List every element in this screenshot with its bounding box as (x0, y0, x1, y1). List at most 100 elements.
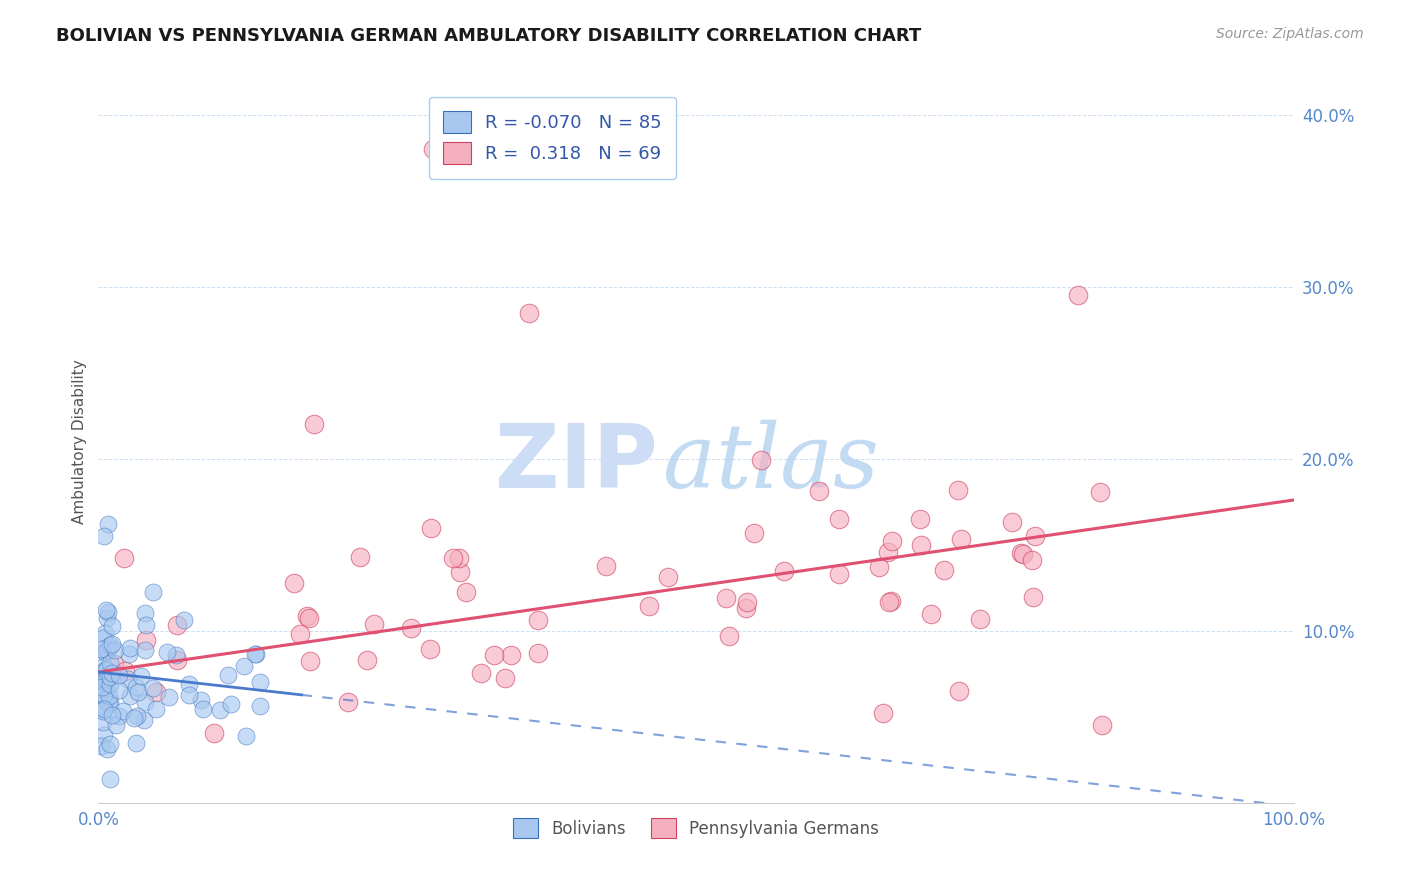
Point (595, 558, 617, 573)
Point (129, 669, 152, 683)
Point (98, 640, 121, 655)
Point (134, 643, 156, 657)
Point (94, 673, 117, 687)
Point (94, 602, 117, 616)
Point (145, 702, 167, 716)
Point (298, 611, 321, 625)
Point (104, 718, 127, 732)
Point (93, 688, 115, 702)
Point (876, 545, 898, 559)
Legend: Bolivians, Pennsylvania Germans: Bolivians, Pennsylvania Germans (506, 812, 886, 845)
Point (749, 453, 772, 467)
Point (127, 684, 149, 698)
Point (828, 512, 851, 526)
Point (173, 613, 195, 627)
Point (96, 693, 118, 707)
Point (156, 645, 179, 659)
Point (1021, 553, 1043, 567)
Point (94, 625, 117, 640)
Point (910, 512, 932, 526)
Point (98, 737, 121, 751)
Point (91, 631, 114, 645)
Text: Source: ZipAtlas.com: Source: ZipAtlas.com (1216, 27, 1364, 41)
Point (166, 653, 188, 667)
Point (90, 739, 112, 753)
Point (98, 656, 121, 670)
Point (420, 520, 443, 534)
Point (177, 677, 200, 691)
Point (1067, 288, 1090, 302)
Point (1088, 485, 1111, 500)
Point (1091, 718, 1114, 732)
Point (125, 709, 148, 723)
Point (157, 690, 180, 704)
Point (145, 685, 167, 699)
Point (868, 560, 890, 574)
Point (135, 633, 157, 648)
Point (125, 681, 148, 695)
Point (97, 605, 120, 619)
Point (114, 664, 136, 678)
Point (948, 684, 970, 698)
Point (179, 688, 201, 702)
Point (638, 599, 661, 613)
Point (112, 550, 135, 565)
Point (349, 549, 371, 564)
Point (91, 676, 114, 690)
Point (527, 613, 550, 627)
Point (91, 714, 114, 729)
Point (744, 526, 766, 541)
Point (772, 564, 794, 578)
Point (104, 643, 127, 657)
Point (135, 617, 157, 632)
Point (527, 646, 550, 660)
Point (98, 638, 121, 652)
Point (946, 483, 969, 497)
Point (298, 654, 321, 668)
Point (717, 628, 740, 642)
Point (101, 665, 124, 680)
Point (449, 565, 471, 579)
Point (108, 668, 131, 682)
Point (96, 644, 118, 658)
Point (249, 674, 271, 689)
Point (90, 641, 112, 656)
Point (1001, 515, 1024, 529)
Point (1012, 548, 1035, 562)
Point (235, 729, 257, 743)
Point (96, 643, 118, 657)
Point (94, 663, 117, 677)
Point (93, 728, 115, 742)
Point (117, 672, 139, 686)
Point (422, 142, 444, 156)
Point (399, 621, 422, 635)
Point (217, 668, 239, 682)
Point (499, 648, 522, 662)
Point (202, 726, 225, 740)
Point (828, 566, 851, 581)
Point (98, 695, 121, 709)
Point (470, 666, 492, 681)
Point (91, 680, 114, 694)
Point (101, 708, 124, 723)
Point (93, 659, 115, 673)
Point (193, 702, 215, 716)
Point (456, 584, 478, 599)
Point (880, 593, 903, 607)
Point (98, 690, 121, 704)
Point (872, 706, 894, 721)
Point (1021, 590, 1043, 604)
Point (107, 683, 129, 698)
Point (96, 678, 118, 692)
Point (112, 704, 135, 718)
Point (932, 563, 955, 577)
Point (97, 697, 120, 711)
Point (98, 677, 121, 691)
Point (101, 637, 124, 651)
Point (90, 700, 112, 714)
Text: ZIP: ZIP (495, 420, 658, 507)
Point (134, 607, 156, 621)
Point (208, 703, 231, 717)
Point (91, 704, 114, 718)
Point (877, 595, 900, 609)
